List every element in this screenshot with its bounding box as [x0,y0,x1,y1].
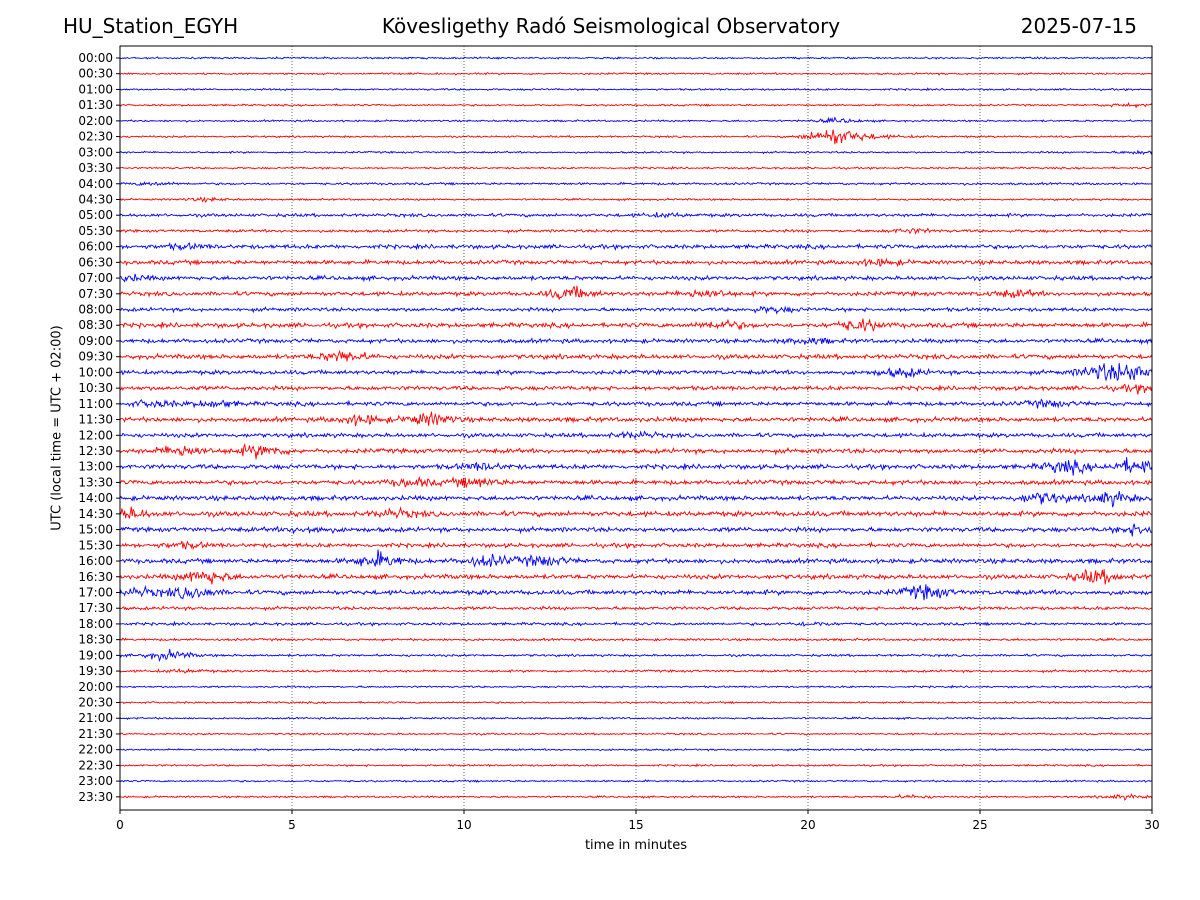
y-tick-label: 12:30 [78,444,113,458]
trace-1530 [119,540,1153,551]
trace-1130 [119,411,1153,427]
y-tick-label: 09:30 [78,350,113,364]
y-tick-label: 22:30 [78,758,113,772]
trace-1500 [119,523,1153,537]
y-tick-label: 16:00 [78,554,113,568]
y-tick-label: 08:00 [78,303,113,317]
x-tick-label: 5 [288,818,296,832]
y-tick-label: 05:30 [78,224,113,238]
y-tick-label: 14:30 [78,507,113,521]
y-tick-label: 21:00 [78,711,113,725]
y-tick-label: 08:30 [78,318,113,332]
y-tick-label: 02:30 [78,130,113,144]
trace-0530 [119,227,1153,235]
y-tick-label: 00:00 [78,51,113,65]
y-tick-label: 11:00 [78,397,113,411]
trace-2230 [119,763,1153,768]
y-tick-label: 20:00 [78,680,113,694]
trace-1330 [119,475,1153,488]
y-tick-label: 10:30 [78,381,113,395]
y-tick-label: 15:30 [78,538,113,552]
trace-1800 [119,620,1153,627]
trace-1200 [119,430,1153,440]
x-tick-label: 0 [116,818,124,832]
y-tick-label: 23:00 [78,774,113,788]
trace-0800 [119,305,1153,315]
y-tick-label: 15:00 [78,523,113,537]
y-tick-label: 01:30 [78,98,113,112]
trace-0100 [119,87,1153,92]
y-tick-label: 09:00 [78,334,113,348]
y-tick-label: 03:30 [78,161,113,175]
y-tick-label: 02:00 [78,114,113,128]
chart-title: Kövesligethy Radó Seismological Observat… [381,14,841,38]
y-tick-label: 18:30 [78,633,113,647]
trace-0830 [119,318,1153,332]
trace-0330 [119,165,1153,170]
trace-1730 [119,605,1153,612]
trace-0130 [119,101,1153,109]
y-tick-label: 13:00 [78,460,113,474]
y-tick-label: 22:00 [78,743,113,757]
y-tick-label: 01:00 [78,82,113,96]
trace-2000 [119,684,1153,689]
x-axis-label: time in minutes [584,838,688,853]
y-tick-label: 12:00 [78,428,113,442]
y-tick-label: 03:00 [78,145,113,159]
y-tick-label: 06:30 [78,255,113,269]
record-date: 2025-07-15 [1020,14,1137,38]
trace-2030 [119,700,1153,705]
trace-0300 [119,149,1153,155]
y-tick-label: 17:30 [78,601,113,615]
y-tick-label: 10:00 [78,365,113,379]
y-tick-label: 19:30 [78,664,113,678]
x-tick-label: 10 [456,818,471,832]
trace-1830 [119,637,1153,642]
y-tick-label: 11:30 [78,413,113,427]
x-tick-label: 25 [972,818,987,832]
trace-2200 [119,747,1153,752]
y-tick-label: 21:30 [78,727,113,741]
trace-0600 [119,242,1153,252]
trace-1030 [119,383,1153,395]
y-tick-label: 04:00 [78,177,113,191]
y-tick-label: 04:30 [78,192,113,206]
trace-0500 [119,212,1153,219]
y-tick-label: 17:00 [78,585,113,599]
y-tick-label: 18:00 [78,617,113,631]
y-tick-label: 07:30 [78,287,113,301]
y-tick-label: 14:00 [78,491,113,505]
y-tick-label: 13:30 [78,475,113,489]
y-tick-label: 06:00 [78,240,113,254]
x-tick-label: 30 [1144,818,1159,832]
y-tick-label: 16:30 [78,570,113,584]
y-tick-label: 19:00 [78,648,113,662]
x-tick-label: 20 [800,818,815,832]
x-tick-label: 15 [628,818,643,832]
y-tick-label: 20:30 [78,696,113,710]
y-tick-label: 23:30 [78,790,113,804]
trace-0400 [119,181,1153,187]
trace-1600 [119,549,1153,568]
y-tick-label: 00:30 [78,67,113,81]
trace-0930 [119,349,1153,362]
y-tick-label: 07:00 [78,271,113,285]
station-name: HU_Station_EGYH [63,14,239,38]
y-tick-label: 05:00 [78,208,113,222]
trace-0630 [119,257,1153,268]
trace-1000 [119,362,1153,382]
